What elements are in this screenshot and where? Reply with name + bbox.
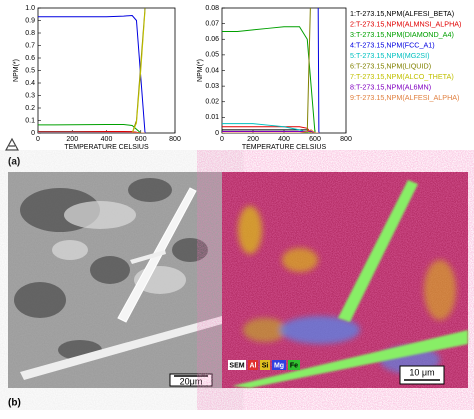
panel-label: (a) xyxy=(8,157,20,168)
x-tick-label: 600 xyxy=(309,136,321,143)
scale-bar-label: 10 μm xyxy=(409,367,434,377)
y-tick-label: 0.05 xyxy=(205,52,219,59)
legend-entry: 2:T-273.15,NPM(ALMNSI_ALPHA) xyxy=(350,19,461,28)
panel-label: (b) xyxy=(8,398,21,409)
legend-entry: 4:T-273.15,NPM(FCC_A1) xyxy=(350,40,435,49)
x-axis-label: TEMPERATURE CELSIUS xyxy=(64,144,149,151)
micrograph-eds: SEM Al Si Mg Fe 10 μm xyxy=(222,172,468,388)
scale-bar-label: 20μm xyxy=(180,376,203,386)
eds-legend: SEM Al Si Mg Fe xyxy=(228,360,300,370)
y-tick-label: 0.07 xyxy=(205,20,219,27)
legend-entry: 8:T-273.15,NPM(AL6MN) xyxy=(350,82,431,91)
x-tick-label: 200 xyxy=(247,136,259,143)
y-tick-label: 0.02 xyxy=(205,99,219,106)
legend-entry: 9:T-273.15,NPM(ALFESI_ALPHA) xyxy=(350,93,459,102)
x-tick-label: 800 xyxy=(169,136,181,143)
y-axis-label: NPM(*) xyxy=(197,59,204,82)
plot-area xyxy=(38,8,145,133)
legend-entry: 7:T-273.15,NPM(ALCO_THETA) xyxy=(350,72,454,81)
y-tick-label: 0 xyxy=(31,130,35,137)
series-line xyxy=(222,0,319,133)
eds-label: Mg xyxy=(274,362,284,369)
x-tick-label: 0 xyxy=(36,136,40,143)
y-tick-label: 0.2 xyxy=(25,105,35,112)
y-tick-label: 0.3 xyxy=(25,92,35,99)
micrograph-sem: 20μm xyxy=(8,172,222,388)
series-line xyxy=(38,16,145,134)
series-line xyxy=(38,8,145,133)
x-axis-label: TEMPERATURE CELSIUS xyxy=(242,144,327,151)
y-tick-label: 0.6 xyxy=(25,55,35,62)
legend-entry: 5:T-273.15,NPM(MG2SI) xyxy=(350,51,430,60)
eds-label: Si xyxy=(262,362,269,369)
y-tick-label: 0.01 xyxy=(205,114,219,121)
y-tick-label: 0.5 xyxy=(25,67,35,74)
eds-label: SEM xyxy=(229,362,244,369)
legend-entry: 6:T-273.15,NPM(LIQUID) xyxy=(350,61,431,70)
legend-entry: 3:T-273.15,NPM(DIAMOND_A4) xyxy=(350,30,454,39)
series-line xyxy=(222,27,319,133)
y-tick-label: 0.8 xyxy=(25,30,35,37)
y-tick-label: 0.4 xyxy=(25,80,35,87)
x-tick-label: 400 xyxy=(278,136,290,143)
plot-area xyxy=(222,0,319,133)
series-line xyxy=(222,0,319,133)
x-tick-label: 400 xyxy=(101,136,113,143)
y-tick-label: 1.0 xyxy=(25,5,35,12)
eds-label: Fe xyxy=(290,362,298,369)
y-tick-label: 0.06 xyxy=(205,36,219,43)
eds-label: Al xyxy=(250,362,257,369)
y-tick-label: 0.7 xyxy=(25,42,35,49)
logo xyxy=(6,139,18,150)
series-line xyxy=(38,11,145,134)
y-tick-label: 0.9 xyxy=(25,17,35,24)
plot-frame xyxy=(38,8,175,133)
y-tick-label: 0.04 xyxy=(205,67,219,74)
y-axis-label: NPM(*) xyxy=(13,59,20,82)
x-tick-label: 800 xyxy=(340,136,352,143)
y-tick-label: 0.03 xyxy=(205,83,219,90)
y-tick-label: 0.08 xyxy=(205,5,219,12)
legend-entry: 1:T-273.15,NPM(ALFESI_BETA) xyxy=(350,9,454,18)
x-tick-label: 200 xyxy=(66,136,78,143)
x-tick-label: 600 xyxy=(135,136,147,143)
y-tick-label: 0 xyxy=(215,130,219,137)
y-tick-label: 0.1 xyxy=(25,117,35,124)
x-tick-label: 0 xyxy=(220,136,224,143)
